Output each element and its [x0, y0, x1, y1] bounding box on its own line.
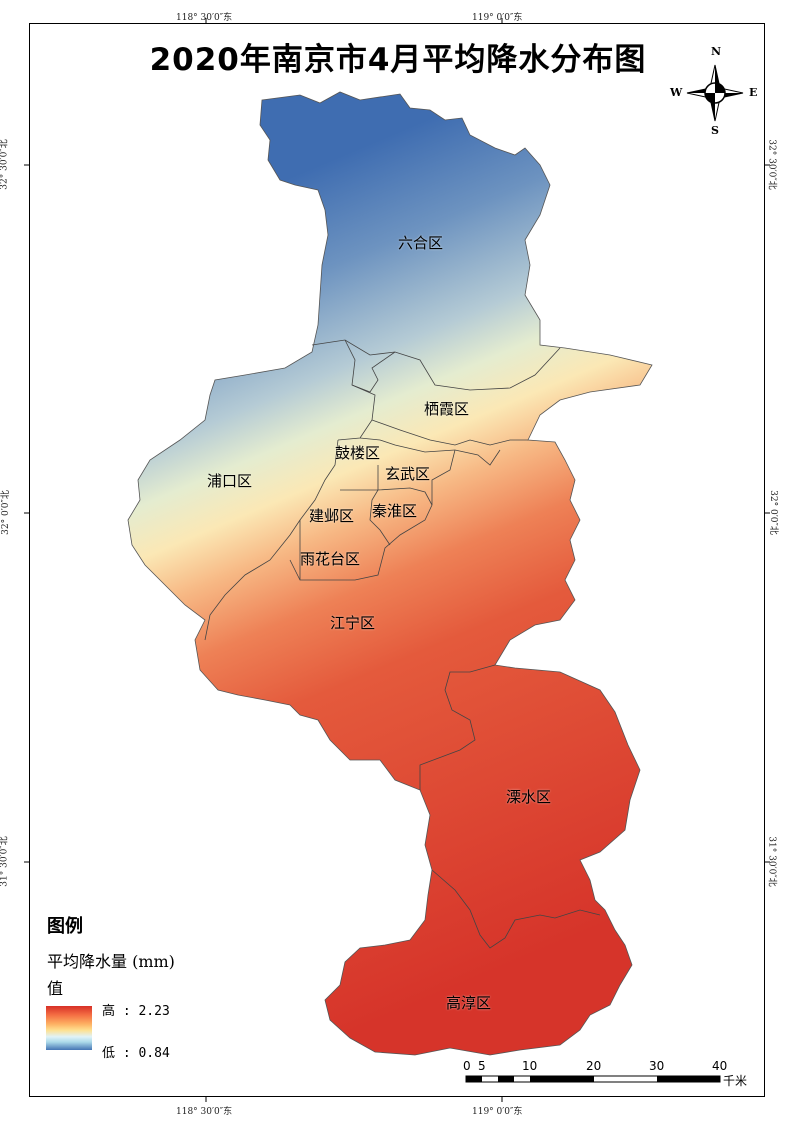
district-label-liuhe: 六合区 [398, 234, 444, 252]
coord-top-left: 118° 30′0″东 [176, 13, 233, 23]
coord-right-mid: 32° 0′0″北 [767, 490, 778, 535]
compass-rose [686, 64, 744, 122]
district-label-yuhuatai: 雨花台区 [300, 550, 361, 568]
legend-title: 图例 [47, 916, 83, 937]
district-label-jiangning: 江宁区 [330, 614, 376, 632]
coord-left-bottom: 31° 30′0″北 [0, 836, 10, 887]
legend-color-ramp [46, 1006, 92, 1050]
district-label-gaochun: 高淳区 [446, 994, 492, 1012]
coord-bottom-left: 118° 30′0″东 [176, 1107, 233, 1117]
district-label-qixia: 栖霞区 [424, 400, 470, 418]
district-label-gulou: 鼓楼区 [335, 444, 381, 462]
legend-low-label: 低 : 0.84 [102, 1046, 170, 1061]
legend-variable: 平均降水量 (mm) [47, 952, 175, 971]
compass-west-label: W [670, 86, 683, 99]
map-frame [29, 23, 765, 1097]
district-label-qinhuai: 秦淮区 [372, 502, 418, 520]
scale-tick-30: 30 [649, 1059, 665, 1073]
compass-east-label: E [749, 86, 758, 99]
legend-high-label: 高 : 2.23 [102, 1004, 170, 1019]
coord-top-right: 119° 0′0″东 [472, 13, 523, 23]
district-label-xuanwu: 玄武区 [385, 465, 431, 483]
coord-bottom-right: 119° 0′0″东 [472, 1107, 523, 1117]
coord-left-top: 32° 30′0″北 [0, 139, 10, 190]
district-label-lishui: 溧水区 [506, 788, 552, 806]
nanjing-boundary [127, 91, 653, 1056]
district-boundaries [204, 339, 601, 949]
scale-unit: 千米 [723, 1074, 748, 1088]
coord-left-mid: 32° 0′0″北 [0, 490, 11, 535]
map-title: 2020年南京市4月平均降水分布图 [149, 42, 647, 78]
scale-tick-10: 10 [522, 1059, 538, 1073]
scale-tick-20: 20 [586, 1059, 602, 1073]
scale-tick-0: 0 [463, 1059, 471, 1073]
district-label-jianye: 建邺区 [309, 507, 355, 525]
coord-right-bottom: 31° 30′0″北 [766, 836, 777, 887]
legend-field: 值 [47, 979, 64, 998]
compass-south-label: S [711, 124, 719, 137]
scale-tick-40: 40 [712, 1059, 728, 1073]
scale-bar [465, 1075, 721, 1083]
compass-north-label: N [711, 45, 722, 58]
scale-tick-5: 5 [478, 1059, 486, 1073]
graticule-ticks [24, 18, 770, 1102]
coord-right-top: 32° 30′0″北 [766, 139, 777, 190]
district-label-pukou: 浦口区 [207, 472, 253, 490]
